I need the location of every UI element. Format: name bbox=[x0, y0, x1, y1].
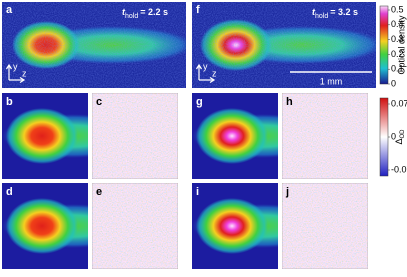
image-res bbox=[92, 183, 178, 269]
fit-core bbox=[196, 108, 268, 164]
image-a bbox=[2, 2, 186, 88]
colorbar-tick-label: -0.07 bbox=[391, 164, 407, 174]
panel-letter: d bbox=[6, 186, 13, 198]
axes-indicator bbox=[5, 63, 26, 84]
axes-indicator bbox=[195, 63, 216, 84]
delta: Δ bbox=[394, 138, 404, 144]
colorbar-delta-label: ΔOD bbox=[394, 129, 405, 145]
colorbar-delta bbox=[379, 97, 389, 177]
colorbar-tick-label: 0.5 bbox=[391, 4, 404, 14]
lower-panels: b c d e g h i j bbox=[2, 93, 368, 269]
t-symbol: t bbox=[312, 7, 316, 17]
colorbar-tick-label: 0.07 bbox=[391, 98, 407, 108]
colorbar-tick-label: 0.2 bbox=[391, 49, 404, 59]
image-fit2 bbox=[192, 93, 278, 179]
colorbar-tick-label: 0.3 bbox=[391, 34, 404, 44]
t-value: = 2.2 s bbox=[140, 7, 168, 17]
panel-letter: h bbox=[286, 96, 293, 108]
colorbar-delta-ticks: 0.07 0 -0.07 bbox=[388, 98, 407, 174]
panel-letter: g bbox=[196, 96, 203, 108]
residual-noise bbox=[92, 183, 178, 269]
z-arrow bbox=[9, 76, 26, 84]
colorbar-od-label: Optical density bbox=[396, 15, 406, 75]
colorbar-tick-label: 0 bbox=[391, 131, 396, 141]
colorbar-tick-label: 0.1 bbox=[391, 64, 404, 74]
colorbar-tick-label: 0.4 bbox=[391, 19, 404, 29]
panel-letter: e bbox=[96, 186, 102, 198]
panel-letter: f bbox=[196, 4, 200, 16]
colorbar-tick-label: 0 bbox=[391, 78, 396, 88]
axis-y: y bbox=[13, 61, 18, 71]
z-arrow bbox=[199, 76, 216, 84]
colorbar-od-ticks: 0.5 0.4 0.3 0.2 0.1 0 bbox=[388, 4, 404, 88]
delta-sub: OD bbox=[400, 129, 406, 139]
axis-z: z bbox=[212, 68, 217, 78]
fit-core bbox=[196, 198, 268, 254]
image-fit bbox=[2, 183, 88, 269]
colorbar-od bbox=[379, 5, 389, 85]
image-fit2 bbox=[192, 183, 278, 269]
t-value: = 3.2 s bbox=[330, 7, 358, 17]
residual-noise bbox=[282, 93, 368, 179]
t-symbol: t bbox=[122, 7, 126, 17]
panel-letter: a bbox=[6, 4, 13, 16]
residual-noise bbox=[282, 183, 368, 269]
hold-time: thold = 3.2 s bbox=[312, 7, 358, 19]
hold-time: thold = 2.2 s bbox=[122, 7, 168, 19]
panel-letter: j bbox=[285, 186, 289, 198]
image-f bbox=[192, 2, 376, 88]
image-res bbox=[92, 93, 178, 179]
t-sub: hold bbox=[315, 13, 328, 20]
image-res bbox=[282, 93, 368, 179]
axis-y: y bbox=[203, 61, 208, 71]
y-arrow bbox=[195, 63, 203, 80]
fit-core bbox=[6, 108, 78, 164]
image-fit bbox=[2, 93, 88, 179]
t-sub: hold bbox=[125, 13, 138, 20]
axis-z: z bbox=[22, 68, 27, 78]
panel-letter: i bbox=[196, 186, 199, 198]
scale-label: 1 mm bbox=[320, 76, 343, 86]
image-res bbox=[282, 183, 368, 269]
fit-core bbox=[6, 198, 78, 254]
panel-letter: c bbox=[96, 96, 102, 108]
residual-noise bbox=[92, 93, 178, 179]
y-arrow bbox=[5, 63, 13, 80]
panel-letter: b bbox=[6, 96, 13, 108]
